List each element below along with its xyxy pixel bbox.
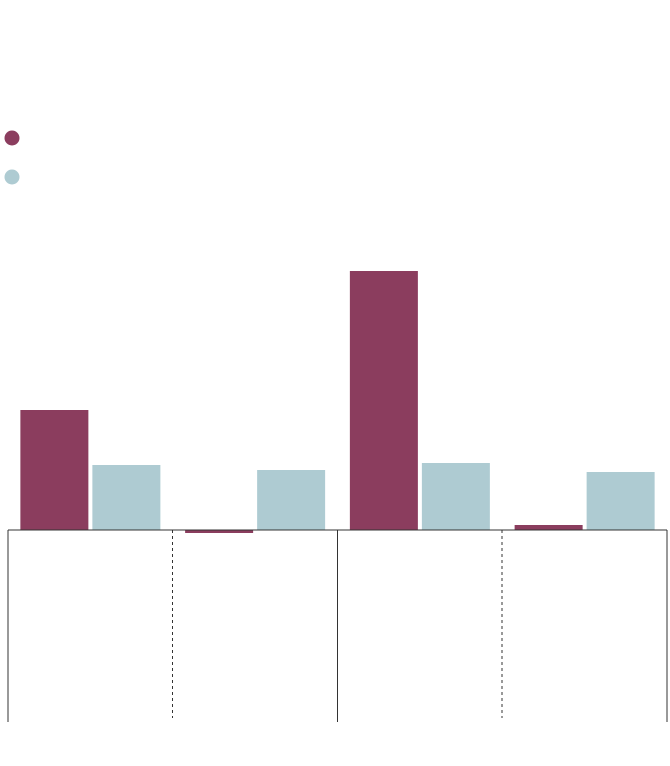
bar	[185, 530, 254, 533]
bar	[421, 463, 490, 530]
bar	[257, 470, 326, 530]
legend-marker	[4, 169, 20, 185]
bar	[20, 410, 89, 530]
bar	[586, 472, 655, 530]
bar	[92, 465, 161, 530]
bar	[349, 271, 418, 530]
legend-marker	[4, 130, 20, 146]
bar	[514, 525, 583, 530]
dividers	[7, 530, 668, 722]
